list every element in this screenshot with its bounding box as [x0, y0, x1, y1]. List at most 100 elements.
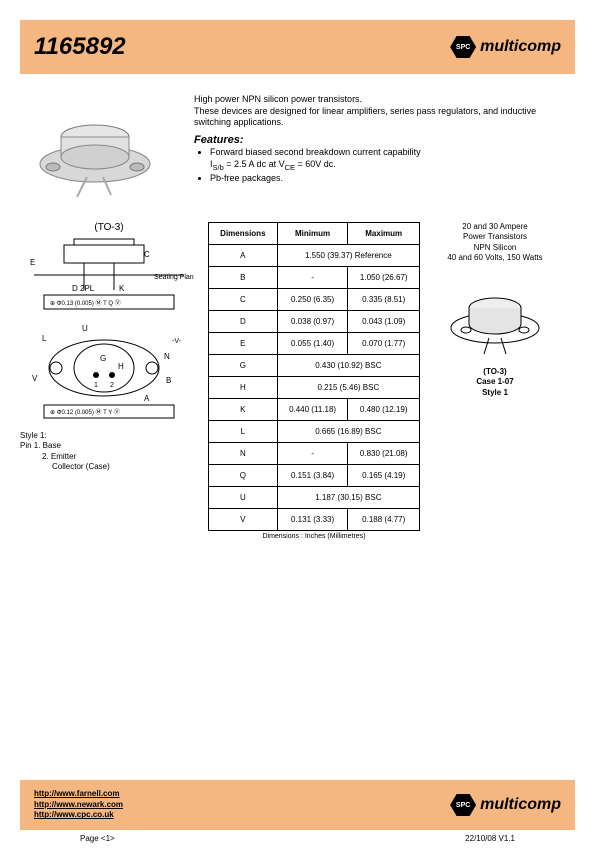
svg-text:K: K [119, 284, 125, 293]
header-bar: 1165892 SPC multicomp [20, 20, 575, 74]
footer-link-1[interactable]: http://www.farnell.com [34, 789, 123, 799]
svg-text:-V-: -V- [172, 338, 182, 345]
col-max: Maximum [348, 223, 420, 245]
cell-dim: K [209, 399, 278, 421]
cell-span: 0.215 (5.46) BSC [277, 377, 419, 399]
cell-dim: G [209, 355, 278, 377]
dimensions-table-wrap: Dimensions Minimum Maximum A1.550 (39.37… [208, 222, 420, 540]
feature-item-1: Forward biased second breakdown current … [210, 147, 575, 172]
desc-line-2: These devices are designed for linear am… [194, 106, 575, 129]
product-photo [20, 94, 180, 204]
svg-text:H: H [118, 362, 124, 371]
table-row: D0.038 (0.97)0.043 (1.09) [209, 311, 420, 333]
svg-text:2: 2 [110, 382, 114, 389]
cell-min: - [277, 267, 348, 289]
svg-text:⊕ Φ0.12 (0.005) Ⓜ T Y Ⓥ: ⊕ Φ0.12 (0.005) Ⓜ T Y Ⓥ [50, 408, 120, 416]
cell-min: 0.440 (11.18) [277, 399, 348, 421]
cell-max: 1.050 (26.67) [348, 267, 420, 289]
cell-max: 0.830 (21.08) [348, 443, 420, 465]
col-dim: Dimensions [209, 223, 278, 245]
svg-text:Seating Plane: Seating Plane [154, 274, 194, 281]
table-row: V0.131 (3.33)0.188 (4.77) [209, 509, 420, 531]
features-heading: Features: [194, 133, 575, 147]
logo-hex-icon: SPC [450, 36, 476, 58]
table-row: A1.550 (39.37) Reference [209, 245, 420, 267]
svg-text:⊕ Φ0.13 (0.005) Ⓜ T Q Ⓥ: ⊕ Φ0.13 (0.005) Ⓜ T Q Ⓥ [50, 299, 121, 307]
right-l2: Power Transistors [430, 232, 560, 242]
desc-line-1: High power NPN silicon power transistors… [194, 94, 575, 106]
footer-brand-name: multicomp [480, 796, 561, 814]
table-row: N-0.830 (21.08) [209, 443, 420, 465]
footer-link-2[interactable]: http://www.newark.com [34, 800, 123, 810]
top-section: High power NPN silicon power transistors… [20, 94, 575, 204]
cell-dim: V [209, 509, 278, 531]
right-l1: 20 and 30 Ampere [430, 222, 560, 232]
pin-1: Pin 1. Base [20, 441, 198, 451]
package-diagrams: (TO-3) Seating Plane E C D 2PL K ⊕ Φ0.13… [20, 222, 198, 540]
side-view-diagram: Seating Plane E C D 2PL K ⊕ Φ0.13 (0.005… [20, 235, 198, 315]
cell-dim: D [209, 311, 278, 333]
footer-brand-logo: SPC multicomp [450, 794, 561, 816]
mid-section: (TO-3) Seating Plane E C D 2PL K ⊕ Φ0.13… [20, 222, 575, 540]
cell-dim: Q [209, 465, 278, 487]
cell-span: 1.550 (39.37) Reference [277, 245, 419, 267]
footer-link-3[interactable]: http://www.cpc.co.uk [34, 810, 123, 820]
cell-min: - [277, 443, 348, 465]
table-row: L0.665 (16.89) BSC [209, 421, 420, 443]
table-row: C0.250 (6.35)0.335 (8.51) [209, 289, 420, 311]
cell-max: 0.043 (1.09) [348, 311, 420, 333]
cell-min: 0.151 (3.84) [277, 465, 348, 487]
cell-dim: C [209, 289, 278, 311]
col-min: Minimum [277, 223, 348, 245]
pin-style-text: Style 1: Pin 1. Base 2. Emitter Collecto… [20, 431, 198, 473]
table-row: K0.440 (11.18)0.480 (12.19) [209, 399, 420, 421]
table-row: B-1.050 (26.67) [209, 267, 420, 289]
footer-logo-hex-icon: SPC [450, 794, 476, 816]
cell-max: 0.335 (8.51) [348, 289, 420, 311]
cell-span: 0.430 (10.92) BSC [277, 355, 419, 377]
svg-text:B: B [166, 376, 171, 385]
dimensions-note: Dimensions : Inches (Millimetres) [208, 533, 420, 540]
cell-dim: U [209, 487, 278, 509]
table-header-row: Dimensions Minimum Maximum [209, 223, 420, 245]
table-row: E0.055 (1.40)0.070 (1.77) [209, 333, 420, 355]
svg-text:1: 1 [94, 382, 98, 389]
cell-min: 0.131 (3.33) [277, 509, 348, 531]
table-row: Q0.151 (3.84)0.165 (4.19) [209, 465, 420, 487]
cell-span: 0.665 (16.89) BSC [277, 421, 419, 443]
cell-max: 0.070 (1.77) [348, 333, 420, 355]
cell-dim: H [209, 377, 278, 399]
pin-2: 2. Emitter [20, 452, 198, 462]
brand-logo: SPC multicomp [450, 36, 561, 58]
cell-dim: E [209, 333, 278, 355]
right-info-column: 20 and 30 Ampere Power Transistors NPN S… [430, 222, 560, 540]
cell-min: 0.055 (1.40) [277, 333, 348, 355]
table-row: G0.430 (10.92) BSC [209, 355, 420, 377]
svg-text:U: U [82, 324, 88, 333]
description-column: High power NPN silicon power transistors… [194, 94, 575, 204]
cell-min: 0.038 (0.97) [277, 311, 348, 333]
cell-max: 0.188 (4.77) [348, 509, 420, 531]
cell-dim: B [209, 267, 278, 289]
dimensions-table: Dimensions Minimum Maximum A1.550 (39.37… [208, 222, 420, 531]
features-list: Forward biased second breakdown current … [210, 147, 575, 184]
right-l3: NPN Silicon [430, 243, 560, 253]
cell-min: 0.250 (6.35) [277, 289, 348, 311]
svg-text:C: C [144, 250, 150, 259]
page-footer-line: Page <1> 22/10/08 V1.1 [20, 834, 575, 843]
style-title: Style 1: [20, 431, 198, 441]
footer-links: http://www.farnell.com http://www.newark… [34, 789, 123, 820]
cell-max: 0.165 (4.19) [348, 465, 420, 487]
right-l4: 40 and 60 Volts, 150 Watts [430, 253, 560, 263]
svg-text:D 2PL: D 2PL [72, 284, 95, 293]
table-row: H0.215 (5.46) BSC [209, 377, 420, 399]
footer-bar: http://www.farnell.com http://www.newark… [20, 780, 575, 830]
table-row: U1.187 (30.15) BSC [209, 487, 420, 509]
part-number: 1165892 [34, 33, 126, 61]
brand-name: multicomp [480, 38, 561, 56]
feature-item-2: Pb-free packages. [210, 173, 575, 185]
pin-3: Collector (Case) [20, 462, 198, 472]
cell-span: 1.187 (30.15) BSC [277, 487, 419, 509]
right-package-illustration [430, 278, 560, 361]
cell-dim: A [209, 245, 278, 267]
